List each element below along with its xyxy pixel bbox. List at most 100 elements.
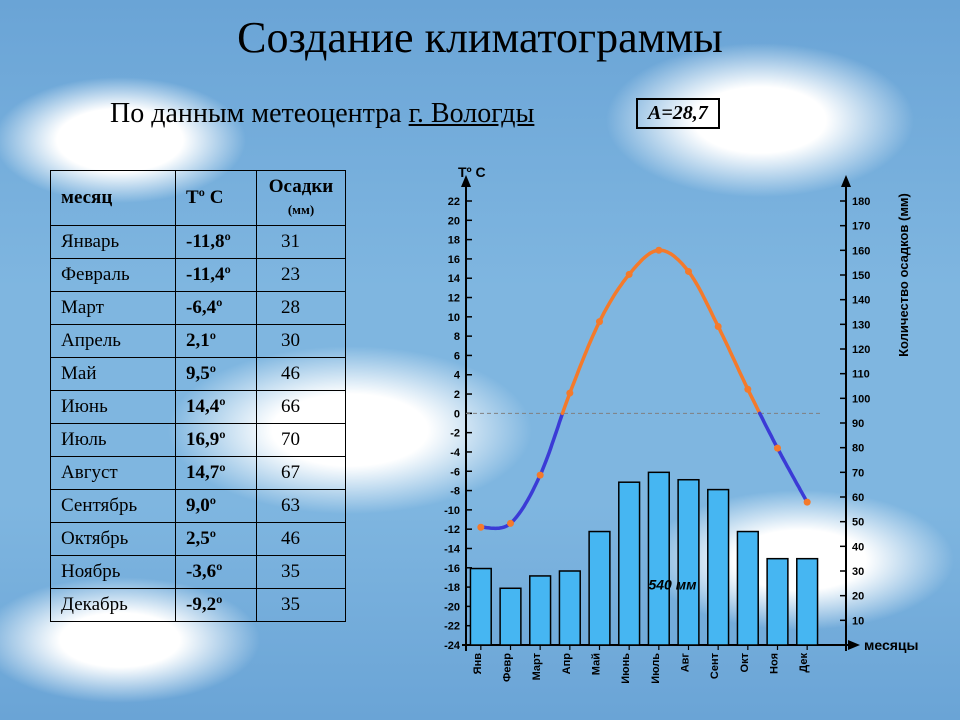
- table-row: Апрель2,1º30: [51, 325, 346, 358]
- precip-bar: [559, 571, 580, 645]
- temp-marker: [566, 390, 573, 397]
- temp-tick: 10: [448, 312, 460, 324]
- month-label: Март: [531, 652, 543, 680]
- precip-bar: [470, 569, 491, 645]
- page-title: Создание климатограммы: [0, 12, 960, 63]
- climatogram-chart: Tº C-24-22-20-18-16-14-12-10-8-6-4-20246…: [410, 155, 940, 695]
- temp-tick: 6: [454, 350, 460, 362]
- temp-marker: [715, 323, 722, 330]
- temp-tick: 18: [448, 235, 460, 247]
- precip-bar: [797, 559, 818, 645]
- cell-precip: 46: [257, 523, 346, 556]
- climate-table: месяц Tº C Осадки(мм) Январь-11,8º31Февр…: [50, 170, 346, 622]
- precip-tick: 130: [852, 319, 870, 331]
- month-label: Ноя: [769, 653, 781, 674]
- precip-bar: [737, 532, 758, 645]
- precip-tick: 160: [852, 245, 870, 257]
- temp-marker: [685, 268, 692, 275]
- precip-bar: [648, 472, 669, 645]
- temp-tick: 0: [454, 408, 460, 420]
- cell-precip: 35: [257, 589, 346, 622]
- precip-bar: [678, 480, 699, 645]
- x-axis-title: месяцы: [864, 637, 918, 653]
- temp-tick: -10: [444, 505, 460, 517]
- month-label: Февр: [502, 653, 514, 682]
- temp-tick: 16: [448, 254, 460, 266]
- temp-axis-title: Tº C: [458, 164, 486, 180]
- temp-line: [760, 413, 808, 502]
- temp-tick: 2: [454, 389, 460, 401]
- table-row: Май9,5º46: [51, 358, 346, 391]
- precip-bar: [708, 490, 729, 645]
- amplitude-box: A=28,7: [636, 98, 720, 129]
- cell-temp: 9,0º: [176, 490, 257, 523]
- temp-tick: -8: [450, 486, 460, 498]
- precip-tick: 170: [852, 221, 870, 233]
- arrow-icon: [841, 175, 851, 187]
- total-precip-label: 540 мм: [648, 577, 697, 593]
- cell-temp: -11,4º: [176, 259, 257, 292]
- precip-tick: 100: [852, 393, 870, 405]
- table-header-row: месяц Tº C Осадки(мм): [51, 171, 346, 226]
- cell-month: Май: [51, 358, 176, 391]
- cell-precip: 28: [257, 292, 346, 325]
- cell-month: Январь: [51, 226, 176, 259]
- temp-tick: -14: [444, 543, 461, 555]
- temp-marker: [537, 472, 544, 479]
- cell-month: Ноябрь: [51, 556, 176, 589]
- arrow-icon: [848, 640, 860, 650]
- cell-precip: 31: [257, 226, 346, 259]
- precip-tick: 150: [852, 270, 870, 282]
- temp-marker: [477, 524, 484, 531]
- temp-tick: 20: [448, 215, 460, 227]
- temp-tick: -4: [450, 447, 461, 459]
- precip-tick: 90: [852, 418, 864, 430]
- precip-tick: 20: [852, 591, 864, 603]
- precip-bar: [589, 532, 610, 645]
- precip-bar: [500, 588, 521, 645]
- temp-tick: 12: [448, 293, 460, 305]
- table-row: Ноябрь-3,6º35: [51, 556, 346, 589]
- precip-tick: 180: [852, 196, 870, 208]
- cell-precip: 30: [257, 325, 346, 358]
- month-label: Авг: [680, 653, 692, 673]
- temp-marker: [804, 499, 811, 506]
- precip-axis-title: Количество осадков (мм): [896, 193, 911, 357]
- precip-tick: 70: [852, 467, 864, 479]
- month-label: Май: [591, 653, 603, 675]
- precip-tick: 110: [852, 369, 870, 381]
- month-label: Апр: [561, 653, 573, 675]
- cell-month: Декабрь: [51, 589, 176, 622]
- precip-bar: [767, 559, 788, 645]
- temp-marker: [774, 445, 781, 452]
- precip-bar: [619, 482, 640, 645]
- cell-month: Сентябрь: [51, 490, 176, 523]
- subtitle: По данным метеоцентра г. Вологды: [110, 98, 534, 130]
- temp-tick: -6: [450, 466, 460, 478]
- temp-tick: 4: [454, 370, 461, 382]
- cell-temp: 2,1º: [176, 325, 257, 358]
- precip-tick: 140: [852, 295, 870, 307]
- table-row: Февраль-11,4º23: [51, 259, 346, 292]
- temp-tick: -22: [444, 621, 460, 633]
- cell-month: Август: [51, 457, 176, 490]
- table-row: Июнь14,4º66: [51, 391, 346, 424]
- precip-tick: 30: [852, 566, 864, 578]
- cell-temp: -9,2º: [176, 589, 257, 622]
- cell-temp: -11,8º: [176, 226, 257, 259]
- precip-tick: 50: [852, 517, 864, 529]
- cell-temp: 2,5º: [176, 523, 257, 556]
- table-row: Январь-11,8º31: [51, 226, 346, 259]
- precip-tick: 120: [852, 344, 870, 356]
- cell-month: Март: [51, 292, 176, 325]
- chart-svg: Tº C-24-22-20-18-16-14-12-10-8-6-4-20246…: [410, 155, 940, 695]
- cell-month: Февраль: [51, 259, 176, 292]
- table-row: Сентябрь9,0º63: [51, 490, 346, 523]
- temp-marker: [596, 318, 603, 325]
- cell-precip: 23: [257, 259, 346, 292]
- col-month: месяц: [51, 171, 176, 226]
- temp-tick: -20: [444, 601, 460, 613]
- precip-tick: 10: [852, 615, 864, 627]
- col-precip: Осадки(мм): [257, 171, 346, 226]
- cell-month: Октябрь: [51, 523, 176, 556]
